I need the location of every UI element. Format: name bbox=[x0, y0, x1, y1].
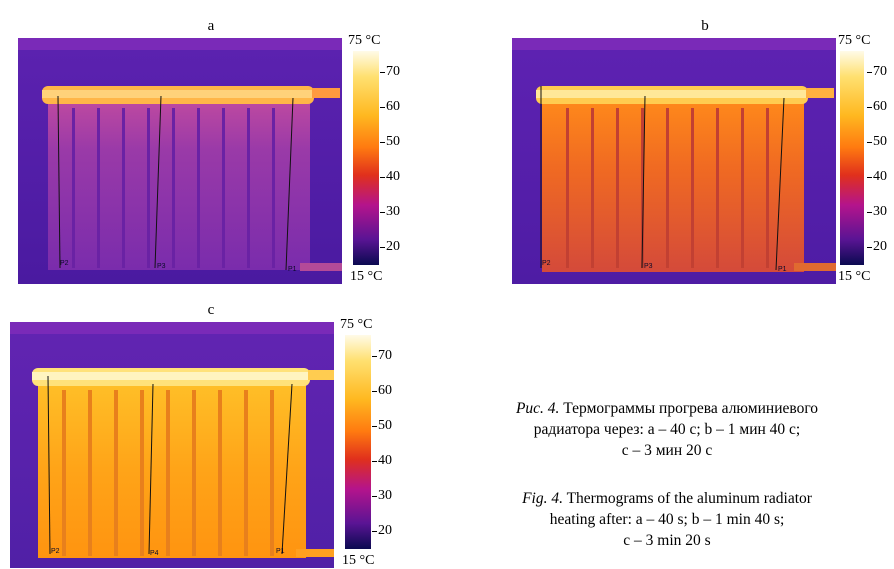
probe-label: P3 bbox=[157, 263, 166, 270]
scale-tick: 70 bbox=[372, 348, 392, 363]
scale-tick: 70 bbox=[380, 64, 400, 79]
scale-tick: 20 bbox=[867, 239, 887, 254]
probe-label: P2 bbox=[51, 548, 60, 555]
scale-tick: 20 bbox=[372, 523, 392, 538]
temperature-scale-b: 75 °C 70 60 50 40 30 20 15 °C bbox=[838, 34, 894, 294]
caption-en-text-1: Thermograms of the aluminum radiator bbox=[566, 490, 812, 507]
caption-russian: Рис. 4. Термограммы прогрева алюминиевог… bbox=[432, 398, 894, 461]
caption-ru-line-1: Рис. 4. Термограммы прогрева алюминиевог… bbox=[432, 398, 894, 419]
scale-tick: 50 bbox=[380, 134, 400, 149]
scale-max-label: 75 °C bbox=[340, 317, 373, 332]
thermogram-b: P2 P3 P1 bbox=[512, 38, 836, 284]
scale-tick: 60 bbox=[867, 99, 887, 114]
scale-tick: 60 bbox=[380, 99, 400, 114]
scale-tick: 30 bbox=[380, 204, 400, 219]
scale-tick: 60 bbox=[372, 383, 392, 398]
scale-tick: 50 bbox=[867, 134, 887, 149]
scale-max-label: 75 °C bbox=[838, 33, 871, 48]
scale-tick: 30 bbox=[372, 488, 392, 503]
scale-tick: 30 bbox=[867, 204, 887, 219]
thermogram-c: P2 P4 P1 bbox=[10, 322, 334, 568]
panel-b-letter: b bbox=[701, 18, 709, 34]
scale-tick: 40 bbox=[867, 169, 887, 184]
scale-min-label: 15 °C bbox=[838, 269, 871, 284]
thermogram-c-image bbox=[10, 322, 334, 568]
caption-ru-label: Рис. 4. bbox=[515, 400, 560, 417]
probe-label: P2 bbox=[60, 260, 69, 267]
temperature-scale-c: 75 °C 70 60 50 40 30 20 15 °C bbox=[338, 317, 392, 569]
scale-color-bar bbox=[353, 51, 379, 265]
probe-label: P1 bbox=[288, 266, 297, 273]
caption-ru-line-3: c – 3 мин 20 с bbox=[621, 442, 713, 459]
caption-en-label: Fig. 4. bbox=[522, 490, 563, 507]
panel-c-letter: c bbox=[207, 302, 215, 318]
probe-label: P3 bbox=[644, 263, 653, 270]
probe-label: P1 bbox=[276, 548, 285, 555]
thermogram-a: P2 P3 P1 bbox=[18, 38, 342, 284]
scale-min-label: 15 °C bbox=[342, 553, 375, 568]
probe-label: P2 bbox=[542, 260, 551, 267]
caption-en-line-1: Fig. 4. Thermograms of the aluminum radi… bbox=[432, 488, 894, 509]
probe-label: P1 bbox=[778, 266, 787, 273]
thermogram-b-image bbox=[512, 38, 836, 284]
scale-tick: 20 bbox=[380, 239, 400, 254]
thermogram-a-image bbox=[18, 38, 342, 284]
caption-english: Fig. 4. Thermograms of the aluminum radi… bbox=[432, 488, 894, 551]
caption-ru-line-2: радиатора через: a – 40 с; b – 1 мин 40 … bbox=[533, 421, 801, 438]
scale-tick: 70 bbox=[867, 64, 887, 79]
scale-min-label: 15 °C bbox=[350, 269, 383, 284]
caption-en-line-3: c – 3 min 20 s bbox=[623, 532, 711, 549]
scale-max-label: 75 °C bbox=[348, 33, 381, 48]
panel-a-letter: a bbox=[207, 18, 215, 34]
scale-tick: 50 bbox=[372, 418, 392, 433]
temperature-scale-a: 75 °C 70 60 50 40 30 20 15 °C bbox=[346, 33, 400, 294]
caption-en-line-2: heating after: a – 40 s; b – 1 min 40 s; bbox=[549, 511, 785, 528]
probe-label: P4 bbox=[150, 550, 159, 557]
scale-tick: 40 bbox=[372, 453, 392, 468]
scale-color-bar bbox=[345, 335, 371, 549]
scale-color-bar bbox=[840, 51, 864, 265]
caption-ru-text-1: Термограммы прогрева алюминиевого bbox=[563, 400, 819, 417]
scale-tick: 40 bbox=[380, 169, 400, 184]
